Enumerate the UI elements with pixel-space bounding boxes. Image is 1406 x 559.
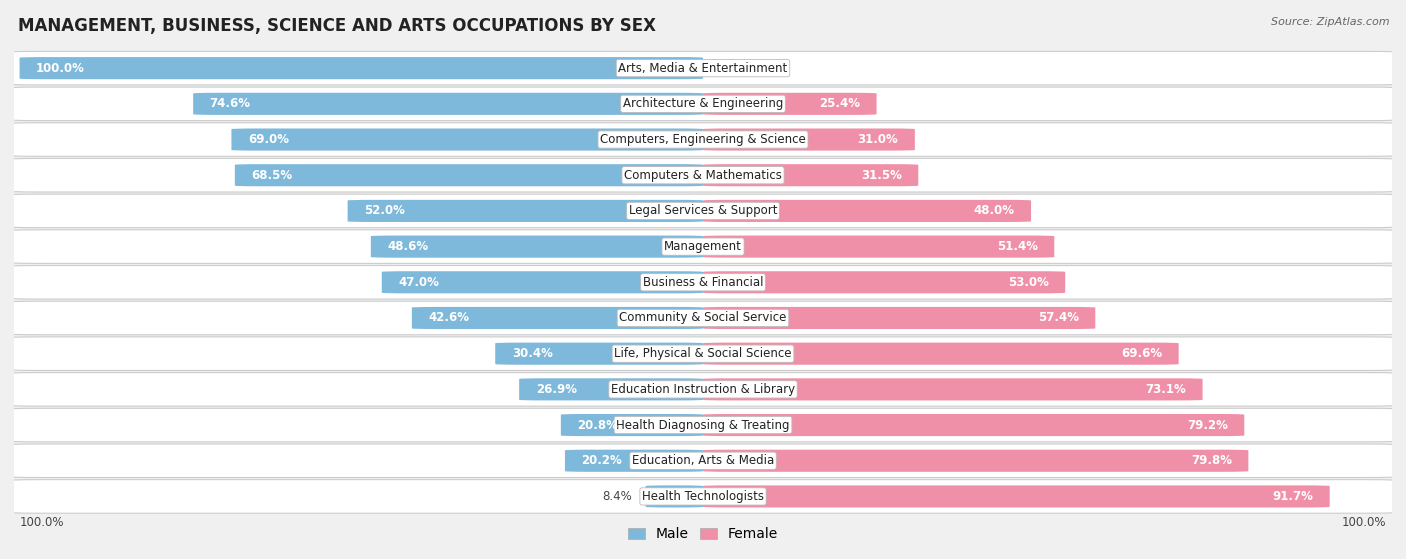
FancyBboxPatch shape <box>561 414 703 436</box>
FancyBboxPatch shape <box>6 87 1400 121</box>
Text: Legal Services & Support: Legal Services & Support <box>628 205 778 217</box>
Text: 47.0%: 47.0% <box>398 276 439 289</box>
Text: 79.8%: 79.8% <box>1191 454 1232 467</box>
Text: Source: ZipAtlas.com: Source: ZipAtlas.com <box>1271 17 1389 27</box>
FancyBboxPatch shape <box>193 93 703 115</box>
Text: 91.7%: 91.7% <box>1272 490 1313 503</box>
FancyBboxPatch shape <box>232 129 703 150</box>
FancyBboxPatch shape <box>6 123 1400 157</box>
FancyBboxPatch shape <box>703 93 876 115</box>
Text: Computers & Mathematics: Computers & Mathematics <box>624 169 782 182</box>
FancyBboxPatch shape <box>495 343 703 364</box>
Text: 25.4%: 25.4% <box>820 97 860 110</box>
FancyBboxPatch shape <box>703 378 1202 400</box>
Text: 8.4%: 8.4% <box>602 490 631 503</box>
Legend: Male, Female: Male, Female <box>623 522 783 547</box>
FancyBboxPatch shape <box>6 301 1400 335</box>
FancyBboxPatch shape <box>6 480 1400 513</box>
Text: 57.4%: 57.4% <box>1038 311 1078 324</box>
Text: 31.0%: 31.0% <box>858 133 898 146</box>
FancyBboxPatch shape <box>703 343 1178 364</box>
FancyBboxPatch shape <box>6 266 1400 299</box>
Text: 68.5%: 68.5% <box>252 169 292 182</box>
FancyBboxPatch shape <box>519 378 703 400</box>
FancyBboxPatch shape <box>235 164 703 186</box>
Text: 20.8%: 20.8% <box>578 419 619 432</box>
FancyBboxPatch shape <box>6 337 1400 371</box>
FancyBboxPatch shape <box>20 57 703 79</box>
Text: 51.4%: 51.4% <box>997 240 1038 253</box>
Text: Life, Physical & Social Science: Life, Physical & Social Science <box>614 347 792 360</box>
FancyBboxPatch shape <box>6 194 1400 228</box>
Text: 42.6%: 42.6% <box>429 311 470 324</box>
FancyBboxPatch shape <box>412 307 703 329</box>
FancyBboxPatch shape <box>703 235 1054 258</box>
Text: 52.0%: 52.0% <box>364 205 405 217</box>
Text: 69.6%: 69.6% <box>1121 347 1163 360</box>
Text: 48.0%: 48.0% <box>973 205 1015 217</box>
Text: Computers, Engineering & Science: Computers, Engineering & Science <box>600 133 806 146</box>
Text: Business & Financial: Business & Financial <box>643 276 763 289</box>
Text: 48.6%: 48.6% <box>388 240 429 253</box>
FancyBboxPatch shape <box>6 230 1400 263</box>
Text: 20.2%: 20.2% <box>582 454 623 467</box>
FancyBboxPatch shape <box>6 373 1400 406</box>
FancyBboxPatch shape <box>703 449 1249 472</box>
FancyBboxPatch shape <box>565 449 703 472</box>
Text: Architecture & Engineering: Architecture & Engineering <box>623 97 783 110</box>
FancyBboxPatch shape <box>703 164 918 186</box>
Text: 26.9%: 26.9% <box>536 383 576 396</box>
Text: Health Diagnosing & Treating: Health Diagnosing & Treating <box>616 419 790 432</box>
Text: Arts, Media & Entertainment: Arts, Media & Entertainment <box>619 61 787 75</box>
Text: 74.6%: 74.6% <box>209 97 250 110</box>
Text: 69.0%: 69.0% <box>247 133 290 146</box>
Text: 100.0%: 100.0% <box>1341 517 1386 529</box>
Text: 73.1%: 73.1% <box>1146 383 1187 396</box>
FancyBboxPatch shape <box>6 444 1400 477</box>
FancyBboxPatch shape <box>703 307 1095 329</box>
Text: Management: Management <box>664 240 742 253</box>
FancyBboxPatch shape <box>703 200 1031 222</box>
FancyBboxPatch shape <box>703 485 1330 508</box>
Text: 100.0%: 100.0% <box>37 61 84 75</box>
Text: 79.2%: 79.2% <box>1187 419 1227 432</box>
Text: Education, Arts & Media: Education, Arts & Media <box>631 454 775 467</box>
FancyBboxPatch shape <box>703 414 1244 436</box>
FancyBboxPatch shape <box>703 271 1066 293</box>
Text: MANAGEMENT, BUSINESS, SCIENCE AND ARTS OCCUPATIONS BY SEX: MANAGEMENT, BUSINESS, SCIENCE AND ARTS O… <box>18 17 657 35</box>
Text: 31.5%: 31.5% <box>860 169 901 182</box>
FancyBboxPatch shape <box>6 408 1400 442</box>
FancyBboxPatch shape <box>382 271 703 293</box>
Text: 100.0%: 100.0% <box>20 517 65 529</box>
Text: 30.4%: 30.4% <box>512 347 553 360</box>
FancyBboxPatch shape <box>6 51 1400 85</box>
FancyBboxPatch shape <box>347 200 703 222</box>
Text: Education Instruction & Library: Education Instruction & Library <box>612 383 794 396</box>
FancyBboxPatch shape <box>645 485 703 508</box>
Text: 53.0%: 53.0% <box>1008 276 1049 289</box>
Text: Health Technologists: Health Technologists <box>643 490 763 503</box>
FancyBboxPatch shape <box>371 235 703 258</box>
Text: Community & Social Service: Community & Social Service <box>619 311 787 324</box>
FancyBboxPatch shape <box>6 158 1400 192</box>
FancyBboxPatch shape <box>703 129 915 150</box>
